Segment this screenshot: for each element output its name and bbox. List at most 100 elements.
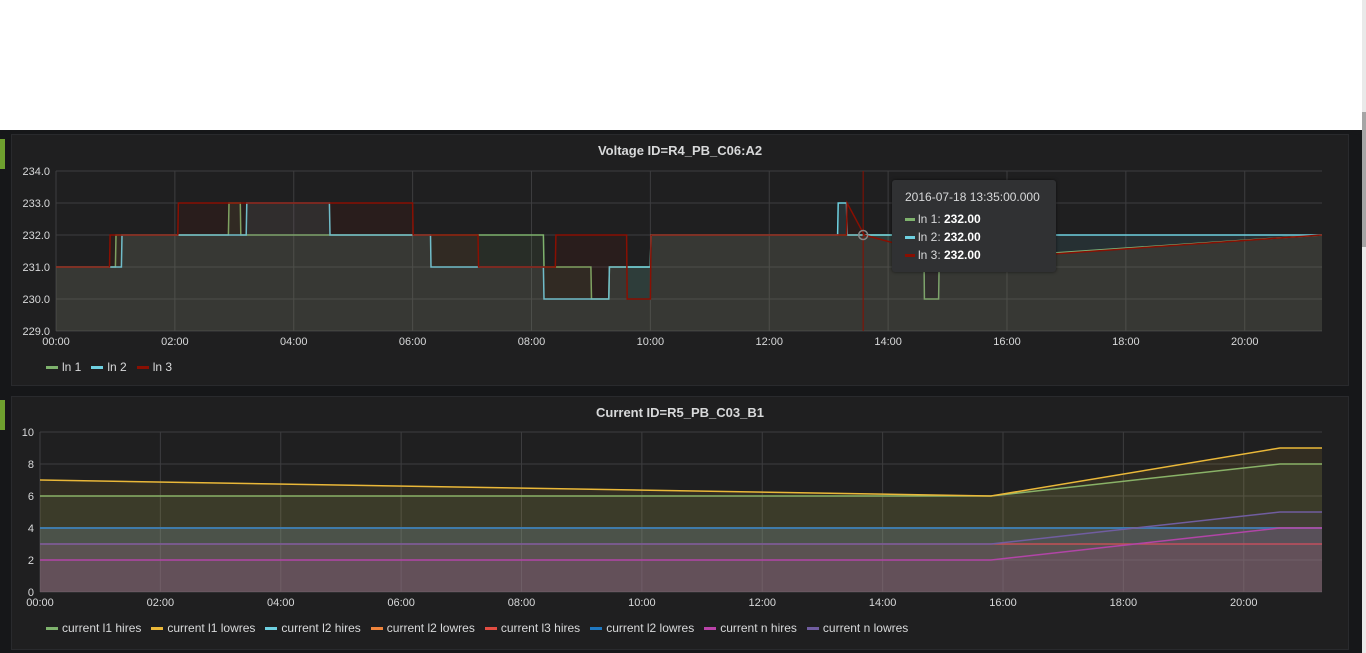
- legend-swatch: [46, 366, 58, 370]
- x-tick-label: 08:00: [508, 597, 536, 609]
- legend-swatch: [151, 627, 164, 631]
- legend-item[interactable]: current l1 lowres: [151, 621, 255, 635]
- legend-item[interactable]: ln 1: [46, 360, 81, 374]
- x-tick-label: 18:00: [1112, 336, 1140, 348]
- legend-label: current l3 hires: [500, 621, 581, 635]
- x-tick-label: 00:00: [26, 597, 54, 609]
- panel-accent-marker: [0, 139, 5, 169]
- tooltip-row: ln 1:: [905, 212, 941, 226]
- y-tick-label: 233.0: [22, 198, 50, 210]
- legend-swatch: [91, 366, 104, 370]
- x-tick-label: 06:00: [387, 597, 415, 609]
- tooltip-label: ln 3:: [918, 248, 941, 262]
- series-area: [40, 544, 1322, 592]
- x-tick-label: 14:00: [869, 597, 897, 609]
- x-tick-label: 06:00: [399, 336, 427, 348]
- series-line: [56, 200, 1323, 300]
- x-tick-label: 16:00: [993, 336, 1021, 348]
- legend-item[interactable]: ln 3: [136, 360, 173, 374]
- legend-item[interactable]: current l2 lowres: [370, 621, 475, 635]
- series-area: [40, 448, 1322, 592]
- hover-tooltip: 2016-07-18 13:35:00.000 ln 1: 232.00 ln …: [892, 180, 1056, 272]
- x-tick-label: 10:00: [628, 597, 656, 609]
- x-tick-label: 02:00: [147, 597, 175, 609]
- tooltip-value: 232.00: [944, 212, 981, 226]
- legend-item[interactable]: current n hires: [704, 621, 797, 635]
- tooltip-row: ln 3:: [905, 248, 941, 262]
- legend-swatch: [46, 627, 58, 631]
- scrollbar-thumb[interactable]: [1362, 112, 1366, 247]
- legend-swatch: [265, 627, 278, 631]
- legend-swatch: [136, 366, 149, 370]
- legend-label: ln 1: [62, 360, 82, 374]
- legend-label: current l1 lowres: [167, 621, 256, 635]
- current-panel-title[interactable]: Current ID=R5_PB_C03_B1: [596, 405, 764, 420]
- y-tick-label: 8: [28, 459, 34, 471]
- legend-label: current n lowres: [822, 621, 909, 635]
- panel-accent-marker: [0, 400, 5, 430]
- legend-label: current l1 hires: [62, 621, 142, 635]
- legend-label: ln 2: [107, 360, 127, 374]
- current-panel: Current ID=R5_PB_C03_B1: [11, 396, 1349, 650]
- legend-swatch: [370, 627, 383, 631]
- legend-label: current l2 lowres: [386, 621, 475, 635]
- voltage-legend: ln 1 ln 2 ln 3: [46, 360, 182, 374]
- legend-swatch: [484, 627, 497, 631]
- series-line: [40, 511, 1322, 545]
- series-area: [40, 512, 1322, 592]
- legend-item[interactable]: current l2 hires: [265, 621, 361, 635]
- legend-swatch: [704, 627, 717, 631]
- x-tick-label: 02:00: [161, 336, 189, 348]
- x-tick-label: 12:00: [748, 597, 776, 609]
- x-tick-label: 04:00: [280, 336, 308, 348]
- x-tick-label: 10:00: [637, 336, 665, 348]
- series-line: [56, 202, 1322, 300]
- y-tick-label: 234.0: [22, 166, 50, 178]
- x-tick-label: 20:00: [1230, 597, 1258, 609]
- series-line: [39, 447, 1322, 497]
- x-tick-label: 16:00: [989, 597, 1017, 609]
- x-tick-label: 14:00: [874, 336, 902, 348]
- legend-label: current l2 lowres: [606, 621, 695, 635]
- tooltip-time: 2016-07-18 13:35:00.000: [905, 190, 1040, 204]
- x-tick-label: 20:00: [1231, 336, 1259, 348]
- y-tick-label: 2: [28, 555, 34, 567]
- x-tick-label: 18:00: [1110, 597, 1138, 609]
- tooltip-value: 232.00: [944, 248, 981, 262]
- legend-item[interactable]: ln 2: [91, 360, 127, 374]
- tooltip-value: 232.00: [944, 230, 981, 244]
- y-tick-label: 230.0: [22, 294, 50, 306]
- voltage-panel-title[interactable]: Voltage ID=R4_PB_C06:A2: [597, 143, 763, 158]
- x-tick-label: 08:00: [518, 336, 546, 348]
- series-line: [40, 527, 1322, 561]
- tooltip-swatch: [905, 254, 915, 258]
- hover-marker: [857, 229, 869, 241]
- legend-label: ln 3: [152, 360, 173, 374]
- tooltip-swatch: [905, 236, 915, 240]
- scrollbar-track[interactable]: [1362, 0, 1366, 653]
- legend-label: current l2 hires: [281, 621, 361, 635]
- y-tick-label: 232.0: [22, 230, 50, 242]
- y-tick-label: 229.0: [22, 326, 50, 338]
- x-tick-label: 00:00: [42, 336, 70, 348]
- x-tick-label: 04:00: [267, 597, 295, 609]
- legend-swatch: [806, 627, 819, 631]
- series-area: [56, 203, 1322, 331]
- y-tick-label: 10: [22, 427, 34, 439]
- legend-item[interactable]: current l3 hires: [484, 621, 581, 635]
- tooltip-label: ln 2:: [918, 230, 941, 244]
- legend-item[interactable]: current n lowres: [806, 621, 909, 635]
- legend-item[interactable]: current l1 hires: [46, 621, 141, 635]
- series-line: [40, 463, 1322, 497]
- legend-label: current n hires: [720, 621, 797, 635]
- top-blank-area: [0, 0, 1362, 130]
- tooltip-label: ln 1:: [918, 212, 941, 226]
- y-tick-label: 0: [28, 587, 34, 599]
- tooltip-row: ln 2:: [905, 230, 941, 244]
- y-tick-label: 4: [28, 523, 34, 535]
- legend-item[interactable]: current l2 lowres: [590, 621, 694, 635]
- tooltip-swatch: [905, 218, 915, 222]
- y-tick-label: 231.0: [22, 262, 50, 274]
